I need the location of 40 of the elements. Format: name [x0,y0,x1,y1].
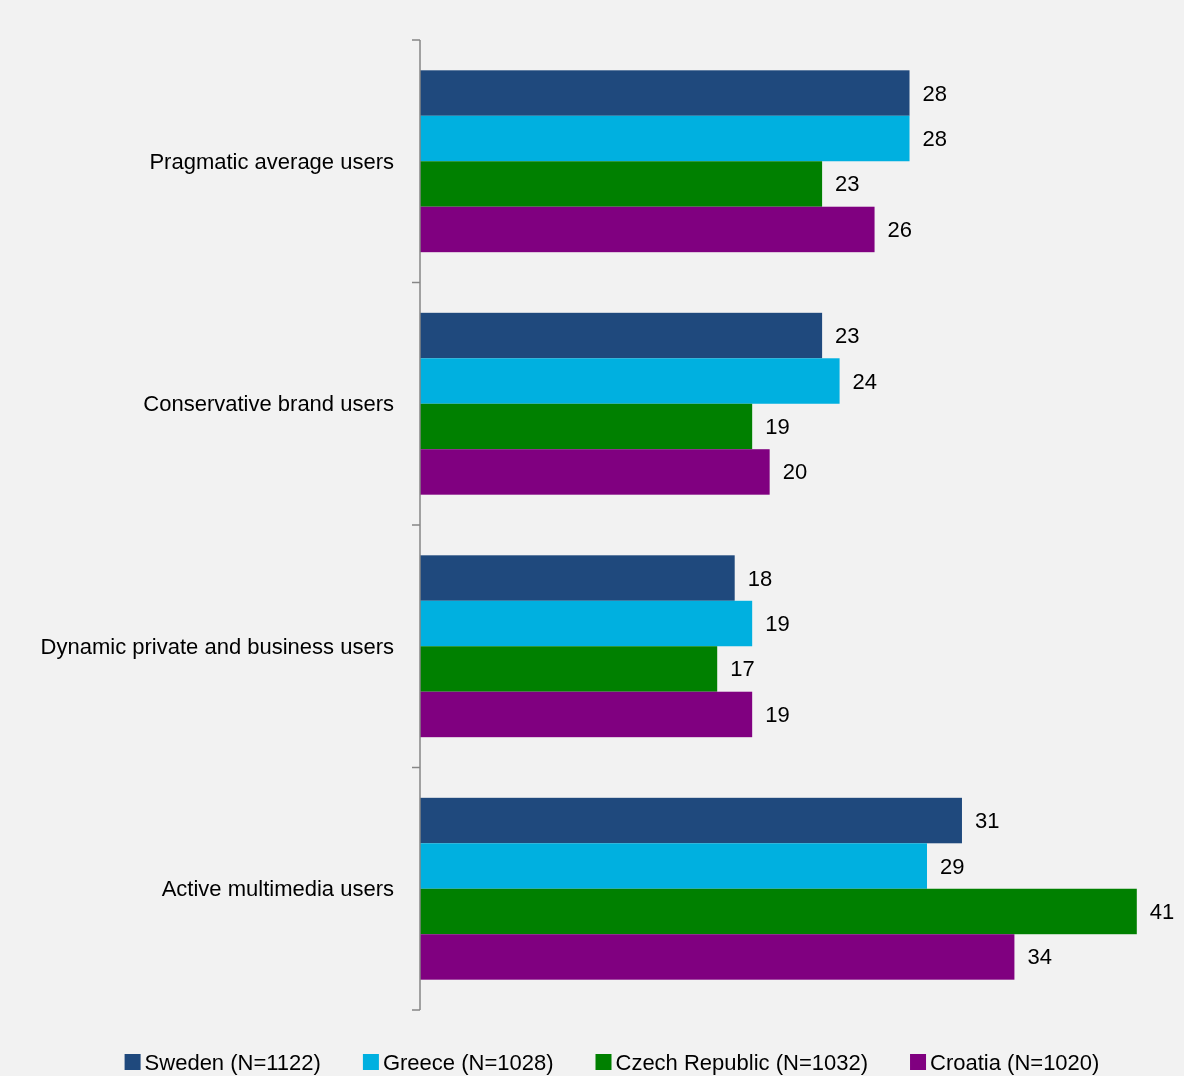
y-tick-label: Dynamic private and business users [40,633,394,659]
bar [420,888,1137,935]
bar [420,934,1015,980]
bar [420,646,718,692]
bar [420,555,735,601]
legend-label: Greece (N=1028) [382,1049,554,1075]
bar [420,161,823,207]
bar [420,70,910,116]
data-label: 19 [765,701,790,727]
bar [420,797,962,844]
data-label: 17 [730,656,755,682]
data-label: 28 [922,126,947,152]
bar [420,449,770,495]
bar [420,843,927,889]
data-label: 24 [852,368,878,394]
bar [420,115,910,162]
data-label: 29 [940,853,965,879]
legend-label: Czech Republic (N=1032) [615,1049,869,1075]
bar [420,600,753,647]
y-tick-label: Pragmatic average users [149,148,394,174]
data-label: 19 [765,413,790,439]
bar [420,206,875,253]
data-label: 26 [887,216,913,242]
data-label: 20 [782,459,808,485]
bar [420,403,753,450]
data-label: 28 [922,80,947,106]
data-label: 23 [835,323,860,349]
bar [420,312,823,359]
data-label: 18 [747,565,773,591]
bar [420,691,753,738]
data-label: 41 [1149,898,1175,924]
data-label: 23 [835,171,860,197]
legend-label: Sweden (N=1122) [144,1049,321,1075]
data-label: 31 [974,808,1000,834]
data-label: 19 [765,611,790,637]
legend-label: Croatia (N=1020) [930,1049,1100,1075]
y-tick-label: Active multimedia users [161,876,394,902]
data-label: 34 [1027,944,1052,970]
y-tick-label: Conservative brand users [143,391,394,417]
bar [420,358,840,404]
